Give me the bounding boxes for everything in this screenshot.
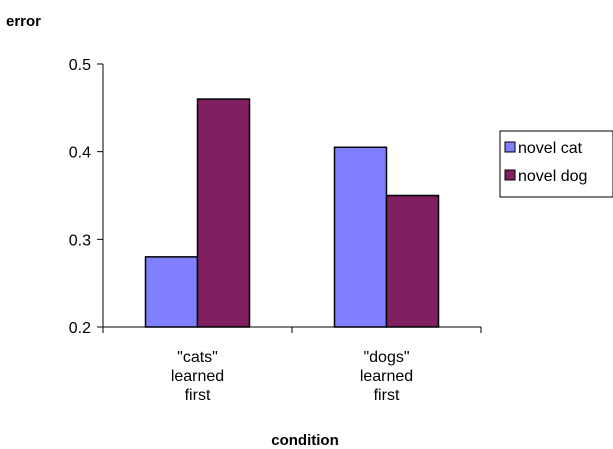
bar-novel-dog-1 bbox=[385, 194, 440, 328]
y-tick-label: 0.3 bbox=[69, 232, 91, 249]
bar-novel-cat-1 bbox=[333, 146, 388, 328]
legend-label: novel cat bbox=[518, 140, 583, 157]
bar-novel-cat-0 bbox=[144, 256, 199, 328]
legend-swatch bbox=[504, 169, 516, 181]
bar-novel-dog-0 bbox=[196, 98, 251, 328]
legend-label: novel dog bbox=[518, 168, 587, 185]
x-category-label: "dogs" learned first bbox=[360, 349, 413, 404]
legend-swatch bbox=[504, 141, 516, 153]
x-axis-title: condition bbox=[271, 432, 339, 449]
legend-box bbox=[499, 130, 613, 198]
y-tick-label: 0.2 bbox=[69, 320, 91, 337]
y-tick-label: 0.5 bbox=[69, 57, 91, 74]
y-axis-title: error bbox=[6, 13, 41, 30]
x-category-label: "cats" learned first bbox=[171, 349, 224, 404]
legend: novel cat novel dog bbox=[499, 130, 613, 198]
plot-area: 0.2 0.3 0.4 0.5 "cats" learned first "dogs" lear… bbox=[69, 57, 482, 404]
y-tick-label: 0.4 bbox=[69, 145, 91, 162]
